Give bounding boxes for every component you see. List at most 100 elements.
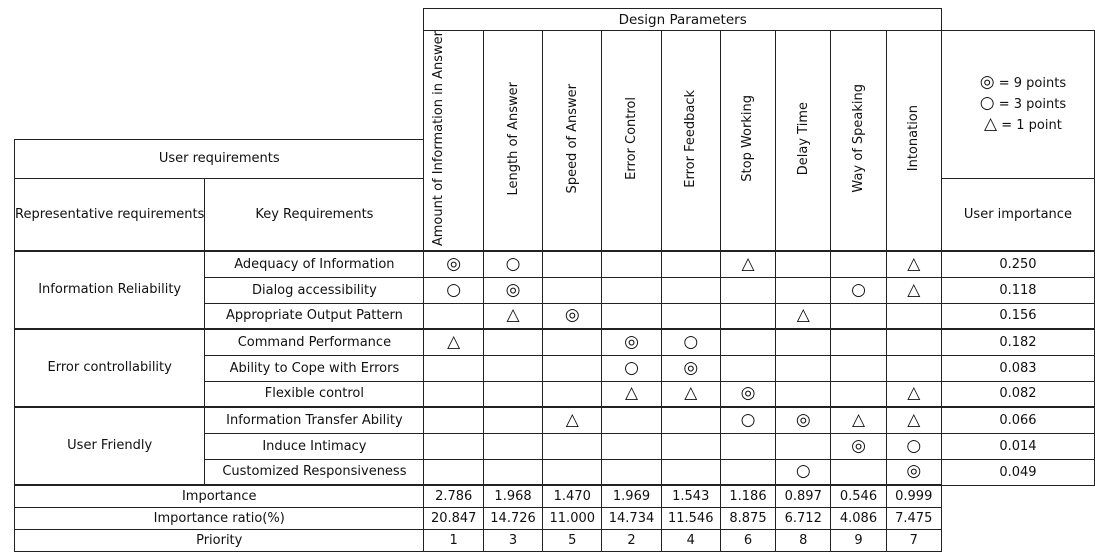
summary-value: 8.875 bbox=[719, 506, 777, 530]
double-circle-icon: ◎ bbox=[624, 331, 639, 352]
double-circle-icon: ◎ bbox=[851, 435, 866, 456]
triangle-icon: △ bbox=[851, 409, 866, 430]
double-circle-icon: ◎ bbox=[740, 383, 756, 404]
matrix-cell bbox=[885, 302, 942, 330]
matrix-cell bbox=[423, 302, 484, 330]
key-requirement-label: Command Performance bbox=[204, 328, 425, 356]
blank-corner bbox=[15, 9, 424, 31]
matrix-cell bbox=[542, 458, 603, 486]
matrix-cell bbox=[601, 250, 662, 278]
table-row: Appropriate Output Pattern △ ◎ △ 0.156 bbox=[15, 302, 1095, 330]
user-requirements-header: User requirements bbox=[13, 138, 425, 180]
matrix-cell: ○ bbox=[719, 406, 777, 434]
summary-value: 1.968 bbox=[482, 484, 544, 508]
summary-value: 14.726 bbox=[482, 506, 544, 530]
triangle-icon: △ bbox=[984, 114, 998, 135]
circle-icon: ○ bbox=[624, 357, 639, 378]
matrix-cell bbox=[542, 432, 603, 460]
matrix-cell bbox=[660, 432, 721, 460]
matrix-cell: △ bbox=[830, 406, 887, 434]
circle-icon: ○ bbox=[740, 409, 756, 430]
matrix-cell bbox=[775, 380, 832, 408]
matrix-cell bbox=[719, 328, 777, 356]
triangle-icon: △ bbox=[907, 253, 921, 274]
triangle-icon: △ bbox=[907, 383, 921, 404]
matrix-cell bbox=[775, 276, 832, 304]
key-requirement-label: Information Transfer Ability bbox=[204, 406, 425, 434]
matrix-cell bbox=[719, 458, 777, 486]
matrix-cell bbox=[423, 354, 484, 382]
matrix-cell: △ bbox=[885, 406, 942, 434]
key-requirement-label: Customized Responsiveness bbox=[204, 458, 425, 486]
matrix-cell bbox=[719, 276, 777, 304]
user-importance-value: 0.182 bbox=[940, 328, 1095, 356]
param-header-8: Way of Speaking bbox=[830, 30, 887, 252]
triangle-icon: △ bbox=[684, 383, 698, 404]
summary-value: 2 bbox=[601, 528, 662, 552]
summary-value: 3 bbox=[482, 528, 544, 552]
key-requirement-label: Flexible control bbox=[204, 380, 425, 408]
summary-value: 7 bbox=[885, 528, 942, 552]
matrix-cell bbox=[830, 302, 887, 330]
summary-row: Priority 1 3 5 2 4 6 8 9 7 bbox=[13, 528, 1095, 552]
param-header-9: Intonation bbox=[885, 30, 942, 252]
matrix-cell bbox=[482, 328, 544, 356]
param-header-5: Error Feedback bbox=[660, 30, 721, 252]
matrix-cell: △ bbox=[423, 328, 484, 356]
param-header-1: Amount of Information in Answer bbox=[423, 30, 484, 252]
matrix-cell: △ bbox=[542, 406, 603, 434]
matrix-cell bbox=[775, 354, 832, 382]
key-requirements-header: Key Requirements bbox=[204, 178, 425, 252]
triangle-icon: △ bbox=[565, 409, 579, 430]
matrix-cell bbox=[830, 458, 887, 486]
double-circle-icon: ◎ bbox=[505, 279, 521, 300]
triangle-icon: △ bbox=[447, 331, 461, 352]
user-importance-value: 0.250 bbox=[940, 250, 1095, 278]
matrix-cell: △ bbox=[482, 302, 544, 330]
triangle-icon: △ bbox=[907, 409, 921, 430]
matrix-cell bbox=[482, 354, 544, 382]
user-importance-value: 0.083 bbox=[940, 354, 1095, 382]
table-row: Ability to Cope with Errors ○ ◎ 0.083 bbox=[15, 354, 1095, 382]
matrix-cell: ◎ bbox=[601, 328, 662, 356]
matrix-cell: ○ bbox=[885, 432, 942, 460]
matrix-cell bbox=[482, 380, 544, 408]
key-requirement-label: Induce Intimacy bbox=[204, 432, 425, 460]
circle-icon: ○ bbox=[795, 461, 811, 482]
double-circle-icon: ◎ bbox=[795, 409, 811, 430]
triangle-icon: △ bbox=[506, 305, 520, 326]
key-requirement-label: Dialog accessibility bbox=[204, 276, 425, 304]
summary-value: 0.546 bbox=[830, 484, 887, 508]
matrix-cell bbox=[830, 328, 887, 356]
matrix-cell: ◎ bbox=[775, 406, 832, 434]
circle-icon: ○ bbox=[979, 93, 995, 114]
double-circle-icon: ◎ bbox=[564, 305, 580, 326]
triangle-icon: △ bbox=[907, 279, 921, 300]
table-row: Induce Intimacy ◎ ○ 0.014 bbox=[15, 432, 1095, 460]
matrix-cell bbox=[660, 458, 721, 486]
matrix-cell: ◎ bbox=[660, 354, 721, 382]
matrix-cell bbox=[542, 276, 603, 304]
matrix-cell: △ bbox=[719, 250, 777, 278]
table-row: Information Reliability Adequacy of Infor… bbox=[13, 250, 1095, 330]
matrix-cell bbox=[423, 406, 484, 434]
matrix-cell bbox=[601, 276, 662, 304]
matrix-cell bbox=[719, 354, 777, 382]
group-label: Information Reliability bbox=[13, 250, 206, 330]
table-row: Dialog accessibility ○ ◎ ○ △ 0.118 bbox=[15, 276, 1095, 304]
key-requirement-label: Adequacy of Information bbox=[204, 250, 425, 278]
matrix-cell bbox=[482, 458, 544, 486]
matrix-cell: △ bbox=[885, 276, 942, 304]
matrix-cell: ◎ bbox=[542, 302, 603, 330]
matrix-cell: ○ bbox=[482, 250, 544, 278]
legend-item-1: △ = 1 point bbox=[984, 114, 1062, 135]
summary-row: Importance ratio(%) 20.847 14.726 11.000 14.… bbox=[13, 506, 1095, 530]
circle-icon: ○ bbox=[683, 331, 699, 352]
user-importance-value: 0.082 bbox=[940, 380, 1095, 408]
matrix-cell: ◎ bbox=[885, 458, 942, 486]
matrix-cell: △ bbox=[885, 380, 942, 408]
blank-corner-right bbox=[941, 9, 1094, 31]
summary-value: 8 bbox=[775, 528, 832, 552]
user-importance-value: 0.049 bbox=[940, 458, 1095, 486]
matrix-cell bbox=[601, 458, 662, 486]
